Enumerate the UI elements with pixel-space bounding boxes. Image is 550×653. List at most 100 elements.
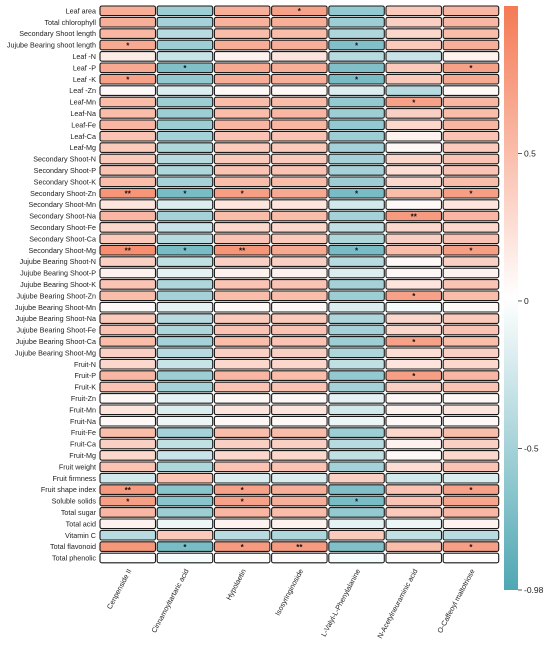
row-label: Fruit-Zn [71,394,96,403]
heatmap-cell [385,381,443,393]
heatmap-cell [328,176,385,188]
heatmap-cell [271,518,328,530]
heatmap-cell [213,5,271,17]
heatmap-cell [213,51,271,62]
heatmap-cell [99,290,157,302]
heatmap-cell [385,404,443,416]
heatmap-cell [385,313,443,324]
heatmap-cell [442,358,500,370]
row-label: Secondary Shoot-Zn [30,189,96,198]
heatmap-cell [99,370,157,381]
heatmap-cell [156,347,214,359]
row-label: Secondary Shoot-N [33,155,96,164]
heatmap-cell [385,450,443,461]
heatmap-cell [271,85,328,96]
heatmap-cell [385,301,443,313]
row-label: Secondary Shoot-Ca [29,234,96,243]
heatmap-cell [442,336,500,347]
heatmap-cell [99,472,157,484]
colorbar-tick-label: 0 [524,296,529,306]
heatmap-cell [442,461,500,473]
heatmap-cell [442,495,500,507]
heatmap-cell [385,62,443,74]
heatmap-cell [99,16,157,28]
heatmap-cell [385,290,443,302]
heatmap-cell [328,370,385,381]
heatmap-cell [442,415,500,427]
heatmap-cell [213,142,271,153]
row-labels: Leaf area Total chlorophyll Secondary Shoo… [7,6,97,562]
heatmap-cell [442,62,500,74]
heatmap-cell [99,301,157,313]
heatmap-cell [213,347,271,359]
column-label: Isosyringinoside [273,567,305,617]
heatmap-cell [99,62,157,74]
significance-star: * [298,7,302,16]
row-label: Leaf -K [73,75,96,84]
heatmap-cell [271,541,328,552]
heatmap-cell [99,552,157,564]
heatmap-cell [328,552,385,564]
heatmap-cell [442,142,500,153]
heatmap-cell [442,267,500,279]
significance-star: * [241,190,245,199]
heatmap-cell [156,301,214,313]
heatmap-cell [156,187,214,199]
significance-star: * [412,98,416,107]
row-label: Jujube Bearing shoot length [7,41,96,50]
row-label: Jujube Bearing Shoot-Ca [16,337,96,346]
heatmap-cell [156,51,214,62]
row-label: Secondary Shoot length [19,29,96,38]
heatmap-cell [271,427,328,438]
heatmap-cell [385,5,443,17]
row-label: Jujube Bearing Shoot-Mg [15,348,96,357]
heatmap-cell [99,165,157,176]
heatmap-cell [156,85,214,96]
row-label: Total phenolic [52,554,96,563]
significance-star: * [241,486,245,495]
heatmap-cell [99,450,157,461]
heatmap-cell [271,130,328,142]
significance-star: ** [125,190,132,199]
heatmap-cell [213,404,271,416]
row-label: Leaf-Na [70,109,96,118]
heatmap-cell [385,244,443,256]
heatmap-cell [156,336,214,347]
column-label: O-Caffeoyl maltotriose [435,567,476,634]
heatmap-cell [213,552,271,564]
heatmap-cell [328,415,385,427]
heatmap-cell [385,518,443,530]
row-label: Leaf-Fe [71,120,96,129]
heatmap-cell [271,324,328,336]
row-label: Fruit weight [59,462,96,471]
heatmap-cell [385,28,443,39]
heatmap-cell [385,267,443,279]
heatmap-cell [385,142,443,153]
heatmap-cell [99,199,157,210]
heatmap-cell [271,165,328,176]
heatmap-cell [213,507,271,518]
heatmap-cell [213,324,271,336]
heatmap-cell [328,313,385,324]
heatmap-cell [99,404,157,416]
heatmap-cell [328,142,385,153]
heatmap-cell [442,518,500,530]
heatmap-cell [99,39,157,51]
heatmap-cell [156,313,214,324]
heatmap-cell [442,324,500,336]
heatmap-cell [156,484,214,495]
heatmap-cell [156,233,214,245]
heatmap-cell [385,165,443,176]
heatmap-cell [328,427,385,438]
heatmap-cell [156,529,214,541]
heatmap-cell [385,187,443,199]
heatmap-cell [442,153,500,165]
heatmap-cell [442,187,500,199]
row-label: Leaf-Mg [70,143,96,152]
heatmap-cell [385,484,443,495]
heatmap-cell [442,427,500,438]
heatmap-cell [328,336,385,347]
heatmap-cell [156,130,214,142]
heatmap-cell [271,108,328,119]
heatmap-cell [213,165,271,176]
